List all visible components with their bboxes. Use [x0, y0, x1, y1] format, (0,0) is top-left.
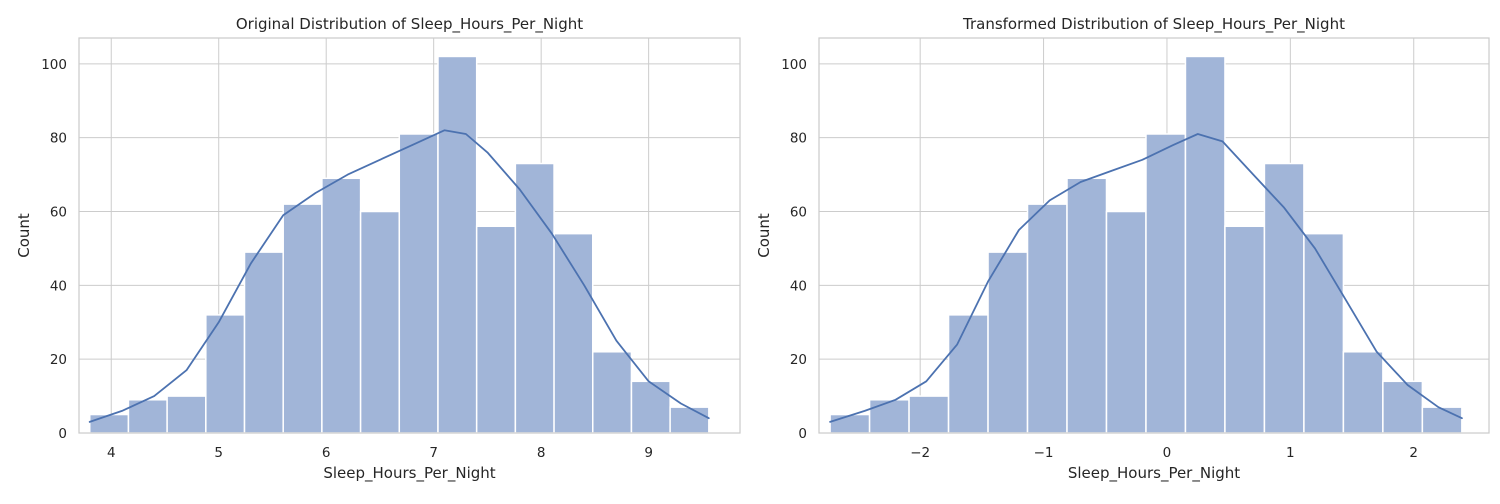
histogram-bar — [1382, 380, 1424, 434]
histogram-bar — [1342, 351, 1384, 434]
histogram-bar — [553, 232, 594, 434]
histogram-bar — [88, 413, 130, 434]
x-tick-label: −2 — [910, 445, 930, 461]
histogram-bar — [514, 162, 555, 434]
y-tick-label: 100 — [781, 57, 807, 73]
histogram-bar — [1026, 203, 1068, 434]
histogram-bar — [1303, 232, 1345, 434]
x-tick-label: 4 — [107, 445, 116, 461]
histogram-bar — [359, 210, 401, 434]
y-tick-label: 80 — [50, 131, 67, 147]
histogram-bar — [947, 314, 989, 434]
histogram-bar — [398, 133, 439, 434]
y-tick-label: 0 — [58, 426, 67, 442]
x-tick-label: 7 — [429, 445, 438, 461]
chart-panel-2: −2 −1 0 1 2020406080100Sleep_Hours_Per_Night… — [755, 15, 1490, 483]
histogram-bar — [987, 251, 1029, 434]
histogram-bar — [1066, 177, 1108, 434]
y-tick-label: 60 — [790, 205, 807, 221]
x-axis-label: Sleep_Hours_Per_Night — [323, 464, 495, 483]
histogram-bar — [868, 399, 910, 434]
kde-curve — [829, 133, 1463, 423]
histogram-bar — [1421, 406, 1463, 434]
chart-panel-1: 4 5 6 7 8 9 0 20 40 60 80 100 Sleep_Hours_Per_Night C… — [15, 15, 741, 483]
y-axis-label: Count — [15, 213, 33, 258]
x-tick-label: 9 — [644, 445, 653, 461]
y-axis-label: Count — [755, 213, 773, 258]
x-tick-label: 2 — [1409, 445, 1418, 461]
histogram-bar — [829, 413, 871, 434]
y-tick-label: 40 — [790, 278, 807, 294]
histogram-bar — [243, 251, 284, 434]
chart-title: Original Distribution of Sleep_Hours_Per… — [236, 15, 583, 34]
x-tick-label: 1 — [1286, 445, 1295, 461]
x-tick-label: −1 — [1034, 445, 1054, 461]
histogram-bar — [630, 380, 671, 434]
y-tick-label: 20 — [50, 352, 67, 368]
y-tick-label: 20 — [790, 352, 807, 368]
y-tick-label: 80 — [790, 131, 807, 147]
histogram-bar — [282, 203, 323, 434]
histogram-bar — [475, 225, 517, 434]
histogram-bar — [1145, 133, 1187, 434]
chart-title: Transformed Distribution of Sleep_Hours_… — [962, 15, 1345, 34]
x-tick-label: 0 — [1163, 445, 1172, 461]
y-tick-label: 40 — [50, 278, 67, 294]
y-tick-label: 60 — [50, 205, 67, 221]
histogram-bar — [1263, 162, 1305, 434]
x-tick-label: 6 — [322, 445, 331, 461]
y-tick-label: 100 — [41, 57, 67, 73]
histogram-bar — [1224, 225, 1266, 434]
histogram-bar — [166, 395, 207, 434]
x-axis-label: Sleep_Hours_Per_Night — [1068, 464, 1240, 483]
histogram-bar — [1105, 210, 1147, 434]
x-tick-label: 8 — [537, 445, 546, 461]
histogram-bar — [592, 351, 633, 434]
plot-frame — [78, 37, 741, 434]
histogram-bar — [1184, 55, 1226, 434]
y-tick-label: 0 — [798, 426, 807, 442]
histogram-bar — [669, 406, 710, 434]
histogram-bar — [437, 55, 478, 434]
plot-frame — [818, 37, 1490, 434]
histogram-bar — [321, 177, 362, 434]
kde-curve — [88, 129, 710, 423]
x-tick-label: 5 — [214, 445, 223, 461]
histogram-bar — [908, 395, 950, 434]
